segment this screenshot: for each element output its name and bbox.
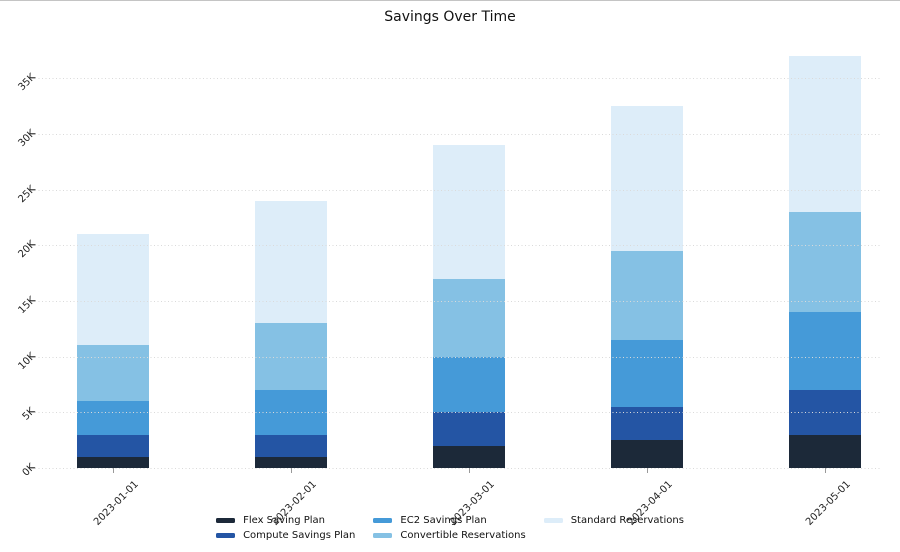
bar-segment-standard-reservations	[77, 234, 149, 346]
legend-item: EC2 Savings Plan	[373, 514, 525, 527]
bar-segment-standard-reservations	[255, 200, 327, 324]
legend-swatch	[373, 533, 393, 538]
y-tick	[29, 78, 35, 80]
gridline-10K	[35, 356, 882, 358]
legend-item: Convertible Reservations	[373, 529, 526, 542]
bar-segment-convertible-reservations	[77, 345, 149, 402]
bar-segment-flex-saving-plan	[789, 434, 861, 468]
bar-segment-flex-saving-plan	[77, 456, 149, 468]
bar-segment-standard-reservations	[611, 105, 683, 251]
legend-swatch	[373, 518, 393, 523]
bar-segment-ec2-savings-plan	[611, 339, 683, 407]
y-tick	[29, 189, 35, 191]
legend-swatch	[216, 533, 236, 538]
bar-segment-convertible-reservations	[255, 323, 327, 390]
gridline-0K	[35, 468, 882, 469]
legend-label: Standard Reservations	[570, 515, 684, 526]
legend-column: Standard Reservations	[543, 514, 684, 527]
bar-segment-ec2-savings-plan	[789, 312, 861, 390]
bar-segment-ec2-savings-plan	[433, 356, 505, 413]
legend-label: Compute Savings Plan	[243, 530, 356, 541]
x-tick	[113, 468, 114, 473]
gridline-35K	[35, 78, 882, 80]
gridline-25K	[35, 189, 882, 191]
bar-segment-convertible-reservations	[611, 250, 683, 340]
gridline-30K	[35, 133, 882, 135]
chart-title: Savings Over Time	[384, 9, 516, 25]
legend-label: EC2 Savings Plan	[400, 515, 487, 526]
legend-item: Standard Reservations	[543, 514, 684, 527]
x-tick	[469, 468, 470, 473]
y-tick	[29, 468, 35, 469]
bar-segment-compute-savings-plan	[789, 390, 861, 435]
bar-segment-compute-savings-plan	[255, 434, 327, 457]
legend-swatch	[216, 518, 236, 523]
bar-segment-convertible-reservations	[433, 278, 505, 357]
y-tick	[29, 133, 35, 135]
y-tick	[29, 245, 35, 247]
gridline-5K	[35, 412, 882, 414]
bar-segment-standard-reservations	[433, 144, 505, 279]
bar-segment-compute-savings-plan	[77, 434, 149, 457]
bar-segment-ec2-savings-plan	[77, 401, 149, 435]
bar-segment-standard-reservations	[789, 55, 861, 212]
y-tick	[29, 356, 35, 358]
x-tick	[291, 468, 292, 473]
bar-segment-flex-saving-plan	[433, 445, 505, 468]
y-tick	[29, 412, 35, 414]
legend-column: Flex Saving Plan Compute Savings Plan	[216, 514, 355, 542]
gridline-15K	[35, 300, 882, 302]
bar-segment-flex-saving-plan	[255, 456, 327, 468]
legend-label: Convertible Reservations	[400, 530, 526, 541]
x-tick	[825, 468, 826, 473]
bar-segment-convertible-reservations	[789, 211, 861, 313]
legend-column: EC2 Savings Plan Convertible Reservations	[373, 514, 526, 542]
bar-segment-flex-saving-plan	[611, 440, 683, 468]
legend: Flex Saving Plan Compute Savings Plan EC2 …	[0, 514, 900, 542]
legend-item: Compute Savings Plan	[216, 529, 355, 542]
y-tick	[29, 300, 35, 302]
bar-segment-compute-savings-plan	[433, 412, 505, 446]
bar-segment-ec2-savings-plan	[255, 390, 327, 435]
bar-segment-compute-savings-plan	[611, 406, 683, 441]
legend-swatch	[543, 518, 563, 523]
x-tick	[647, 468, 648, 473]
legend-label: Flex Saving Plan	[243, 515, 325, 526]
gridline-20K	[35, 245, 882, 247]
legend-item: Flex Saving Plan	[216, 514, 355, 527]
